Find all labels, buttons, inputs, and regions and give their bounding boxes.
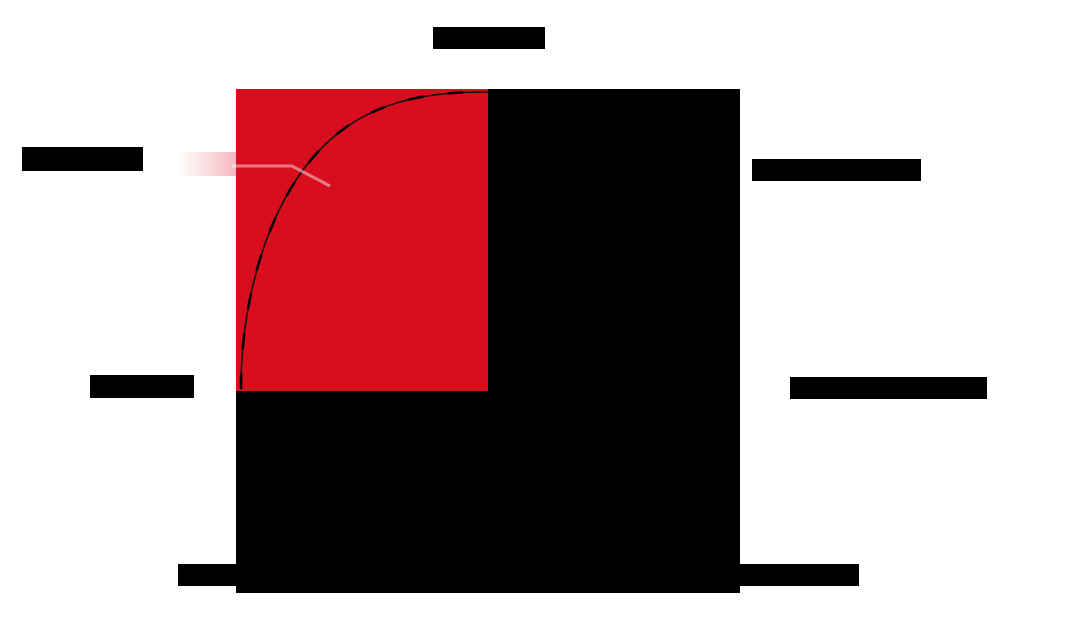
leader-line <box>178 152 293 176</box>
label-right-upper <box>752 159 921 181</box>
label-bottom-caption <box>178 564 859 586</box>
label-left-upper <box>22 147 143 171</box>
label-right-lower <box>790 377 987 399</box>
red-region <box>236 89 488 391</box>
label-left-lower <box>90 375 194 398</box>
label-top-center <box>433 27 545 49</box>
